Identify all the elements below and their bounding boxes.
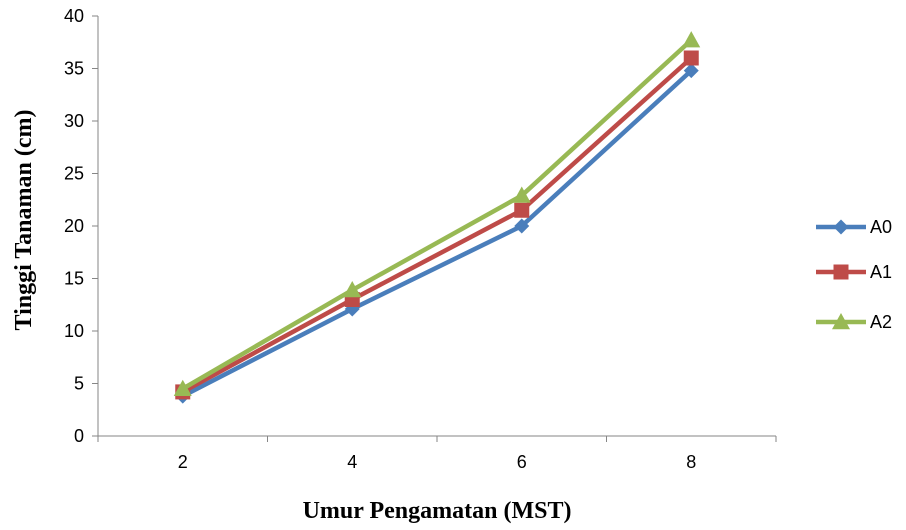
legend-label: A1 — [870, 262, 892, 282]
series-line — [181, 56, 693, 394]
data-point — [343, 281, 362, 298]
y-tick-label: 10 — [64, 321, 84, 341]
y-tick-label: 15 — [64, 269, 84, 289]
series-line — [181, 38, 693, 391]
legend-marker — [833, 219, 849, 235]
x-axis-title: Umur Pengamatan (MST) — [303, 498, 572, 524]
y-tick-label: 20 — [64, 216, 84, 236]
y-tick-label: 35 — [64, 59, 84, 79]
y-tick-label: 40 — [64, 6, 84, 26]
series-line — [181, 68, 693, 399]
series-layer — [173, 31, 701, 404]
legend-item-a0: A0 — [816, 217, 892, 237]
legend-label: A0 — [870, 217, 892, 237]
x-tick-label: 6 — [517, 452, 527, 472]
legend-item-a2: A2 — [816, 312, 892, 332]
x-tick-label: 8 — [686, 452, 696, 472]
x-tick-label: 2 — [178, 452, 188, 472]
data-point — [683, 50, 699, 66]
legend: A0 A1 A2 — [816, 217, 892, 332]
data-point — [514, 202, 530, 218]
x-axis-ticks: 2 4 6 8 — [97, 436, 777, 472]
legend-label: A2 — [870, 312, 892, 332]
legend-marker — [833, 264, 849, 280]
data-point — [514, 218, 530, 234]
series-a2 — [173, 31, 701, 396]
legend-item-a1: A1 — [816, 262, 892, 282]
data-point — [682, 31, 701, 48]
y-axis-title: Tinggi Tanaman (cm) — [11, 110, 37, 331]
chart-axes — [97, 16, 776, 437]
data-point — [683, 63, 699, 79]
y-tick-label: 5 — [74, 374, 84, 394]
data-point — [173, 379, 192, 396]
data-point — [512, 186, 531, 203]
y-tick-label: 25 — [64, 164, 84, 184]
x-tick-label: 4 — [347, 452, 357, 472]
y-tick-label: 0 — [74, 426, 84, 446]
y-axis-ticks: 0 5 10 15 20 25 30 35 40 — [64, 6, 98, 446]
legend-marker — [832, 313, 850, 330]
y-tick-label: 30 — [64, 111, 84, 131]
